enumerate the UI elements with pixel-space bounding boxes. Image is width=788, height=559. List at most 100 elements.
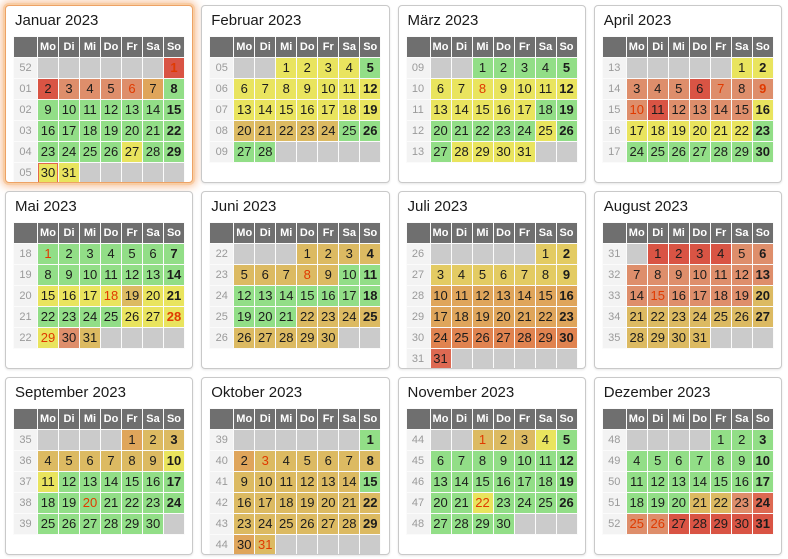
day-cell[interactable]: 23: [317, 305, 340, 328]
day-cell[interactable]: 5: [58, 449, 80, 472]
day-cell[interactable]: 22: [709, 491, 732, 514]
day-cell[interactable]: 24: [254, 512, 277, 535]
day-cell[interactable]: 21: [625, 305, 648, 328]
day-cell[interactable]: 18: [79, 119, 101, 142]
day-cell[interactable]: 29: [730, 140, 753, 163]
day-cell[interactable]: 2: [58, 242, 80, 265]
day-cell[interactable]: 30: [751, 140, 774, 163]
day-cell[interactable]: 24: [58, 140, 80, 163]
day-cell[interactable]: 1: [359, 428, 382, 451]
day-cell[interactable]: 15: [296, 284, 319, 307]
day-cell[interactable]: 23: [492, 491, 515, 514]
day-cell[interactable]: 23: [296, 119, 319, 142]
day-cell[interactable]: 9: [317, 263, 340, 286]
day-cell[interactable]: 25: [534, 491, 557, 514]
day-cell[interactable]: 21: [142, 119, 164, 142]
day-cell[interactable]: 12: [121, 263, 143, 286]
day-cell[interactable]: 23: [58, 305, 80, 328]
day-cell[interactable]: 26: [646, 512, 669, 535]
day-cell[interactable]: 22: [121, 491, 143, 514]
day-cell[interactable]: 1: [709, 428, 732, 451]
day-cell[interactable]: 25: [275, 512, 298, 535]
day-cell[interactable]: 4: [79, 77, 101, 100]
day-cell[interactable]: 27: [121, 140, 143, 163]
day-cell[interactable]: 29: [709, 512, 732, 535]
day-cell[interactable]: 27: [254, 326, 277, 349]
day-cell[interactable]: 24: [338, 305, 361, 328]
day-cell[interactable]: 30: [58, 326, 80, 349]
day-cell[interactable]: 31: [79, 326, 101, 349]
day-cell[interactable]: 9: [492, 449, 515, 472]
day-cell[interactable]: 28: [100, 512, 122, 535]
day-cell[interactable]: 27: [688, 140, 711, 163]
day-cell[interactable]: 22: [163, 119, 185, 142]
day-cell[interactable]: 10: [513, 449, 536, 472]
day-cell[interactable]: 4: [359, 242, 382, 265]
day-cell[interactable]: 25: [625, 512, 648, 535]
day-cell[interactable]: 3: [513, 56, 536, 79]
day-cell[interactable]: 2: [667, 242, 690, 265]
day-cell[interactable]: 28: [338, 512, 361, 535]
day-cell[interactable]: 24: [513, 491, 536, 514]
day-cell[interactable]: 3: [625, 77, 648, 100]
day-cell[interactable]: 16: [58, 284, 80, 307]
day-cell[interactable]: 21: [275, 305, 298, 328]
day-cell[interactable]: 23: [492, 119, 515, 142]
day-cell[interactable]: 24: [79, 305, 101, 328]
day-cell[interactable]: 1: [275, 56, 298, 79]
day-cell[interactable]: 1: [37, 242, 59, 265]
day-cell[interactable]: 13: [688, 98, 711, 121]
day-cell[interactable]: 1: [534, 242, 557, 265]
day-cell[interactable]: 14: [338, 470, 361, 493]
day-cell[interactable]: 12: [730, 263, 753, 286]
day-cell[interactable]: 28: [450, 512, 473, 535]
day-cell[interactable]: 9: [555, 263, 578, 286]
day-cell[interactable]: 3: [429, 263, 452, 286]
day-cell[interactable]: 14: [275, 284, 298, 307]
day-cell[interactable]: 16: [317, 284, 340, 307]
day-cell[interactable]: 11: [625, 470, 648, 493]
day-cell[interactable]: 19: [100, 119, 122, 142]
day-cell[interactable]: 17: [338, 284, 361, 307]
day-cell[interactable]: 2: [142, 428, 164, 451]
day-cell[interactable]: 3: [751, 428, 774, 451]
day-cell[interactable]: 13: [142, 263, 164, 286]
day-cell[interactable]: 10: [254, 470, 277, 493]
day-cell[interactable]: 22: [534, 305, 557, 328]
day-cell[interactable]: 14: [450, 98, 473, 121]
day-cell[interactable]: 30: [492, 140, 515, 163]
day-cell[interactable]: 14: [163, 263, 185, 286]
day-cell[interactable]: 15: [471, 470, 494, 493]
day-cell[interactable]: 21: [450, 491, 473, 514]
day-cell[interactable]: 15: [121, 470, 143, 493]
day-cell[interactable]: 16: [555, 284, 578, 307]
day-cell[interactable]: 13: [254, 284, 277, 307]
day-cell[interactable]: 26: [58, 512, 80, 535]
day-cell[interactable]: 24: [317, 119, 340, 142]
day-cell[interactable]: 17: [79, 284, 101, 307]
day-cell[interactable]: 17: [688, 284, 711, 307]
day-cell[interactable]: 10: [58, 98, 80, 121]
day-cell[interactable]: 4: [450, 263, 473, 286]
day-cell[interactable]: 7: [709, 77, 732, 100]
day-cell[interactable]: 20: [429, 491, 452, 514]
day-cell[interactable]: 5: [296, 449, 319, 472]
day-cell[interactable]: 28: [513, 326, 536, 349]
day-cell[interactable]: 7: [163, 242, 185, 265]
day-cell[interactable]: 17: [429, 305, 452, 328]
day-cell[interactable]: 26: [100, 140, 122, 163]
day-cell[interactable]: 23: [667, 305, 690, 328]
day-cell[interactable]: 30: [317, 326, 340, 349]
day-cell[interactable]: 14: [142, 98, 164, 121]
day-cell[interactable]: 13: [317, 470, 340, 493]
day-cell[interactable]: 28: [275, 326, 298, 349]
day-cell[interactable]: 12: [233, 284, 256, 307]
day-cell[interactable]: 22: [646, 305, 669, 328]
day-cell[interactable]: 3: [338, 242, 361, 265]
day-cell[interactable]: 23: [233, 512, 256, 535]
day-cell[interactable]: 2: [492, 428, 515, 451]
day-cell[interactable]: 25: [646, 140, 669, 163]
day-cell[interactable]: 10: [429, 284, 452, 307]
day-cell[interactable]: 12: [58, 470, 80, 493]
day-cell[interactable]: 7: [142, 77, 164, 100]
